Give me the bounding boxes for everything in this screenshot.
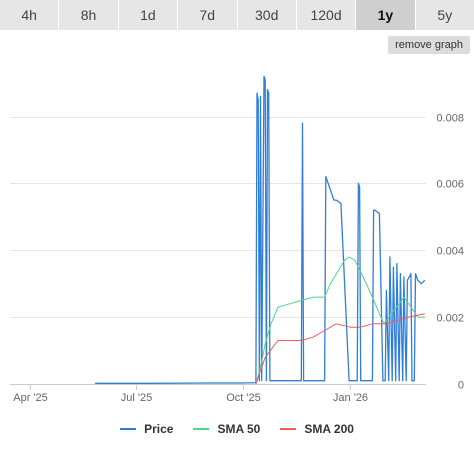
legend-swatch-sma-50 — [193, 428, 210, 430]
y-tick-label: 0.008 — [436, 113, 464, 125]
tab-1y[interactable]: 1y — [356, 0, 416, 30]
legend-label-sma-200: SMA 200 — [304, 422, 354, 436]
series-lines — [95, 75, 426, 385]
tab-4h[interactable]: 4h — [0, 0, 60, 30]
grid — [10, 117, 426, 385]
tab-7d[interactable]: 7d — [178, 0, 238, 30]
timeframe-tabs: 4h 8h 1d 7d 30d 120d 1y 5y — [0, 0, 474, 30]
sma-200-line — [255, 313, 425, 385]
y-tick-label: 0.004 — [436, 246, 464, 258]
legend: Price SMA 50 SMA 200 — [0, 420, 474, 438]
tab-30d[interactable]: 30d — [238, 0, 297, 30]
legend-item-sma-200[interactable]: SMA 200 — [280, 422, 354, 436]
legend-swatch-sma-200 — [280, 428, 297, 430]
x-tick-label: Jul '25 — [121, 392, 152, 404]
price-line — [95, 75, 426, 384]
tab-120d[interactable]: 120d — [297, 0, 357, 30]
tab-1d[interactable]: 1d — [119, 0, 179, 30]
legend-label-sma-50: SMA 50 — [217, 422, 261, 436]
legend-item-price[interactable]: Price — [120, 422, 173, 436]
y-tick-label: 0 — [458, 380, 464, 392]
x-tick-label: Jan '26 — [333, 392, 368, 404]
tab-8h[interactable]: 8h — [59, 0, 119, 30]
y-tick-label: 0.006 — [436, 179, 464, 191]
x-tick-label: Oct '25 — [226, 392, 261, 404]
legend-item-sma-50[interactable]: SMA 50 — [193, 422, 260, 436]
axes: 0 0.002 0.004 0.006 0.008 Apr '25 Jul '25 Oct '… — [13, 113, 464, 405]
y-tick-label: 0.002 — [436, 313, 464, 325]
sma-50-line — [255, 256, 425, 385]
tab-5y[interactable]: 5y — [437, 7, 453, 23]
x-tick-label: Apr '25 — [13, 392, 48, 404]
legend-label-price: Price — [144, 422, 174, 436]
remove-graph-button[interactable]: remove graph — [388, 36, 470, 54]
legend-swatch-price — [120, 428, 137, 430]
